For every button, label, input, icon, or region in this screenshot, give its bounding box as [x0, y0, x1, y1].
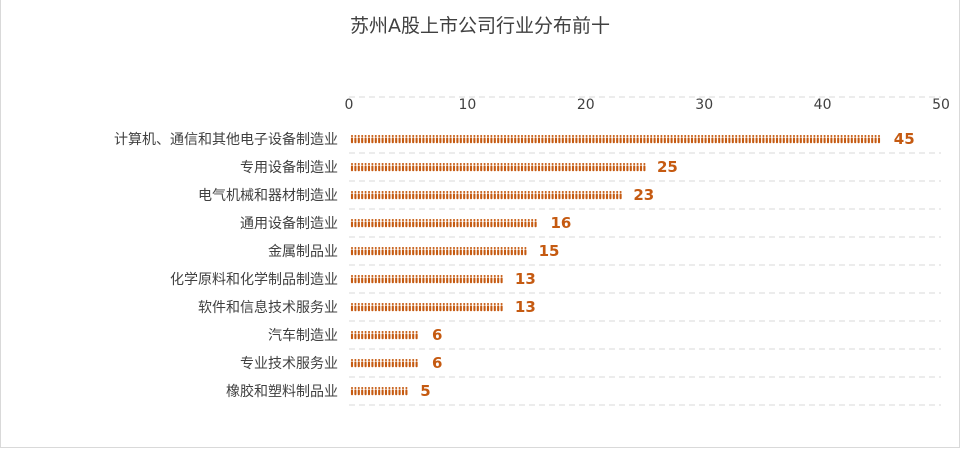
bar: [350, 358, 418, 368]
category-label: 通用设备制造业: [240, 215, 338, 232]
value-label: 5: [420, 382, 430, 400]
category-label: 计算机、通信和其他电子设备制造业: [114, 131, 338, 148]
category-label: 化学原料和化学制品制造业: [170, 272, 338, 288]
bar: [350, 302, 503, 312]
value-label: 16: [550, 214, 571, 232]
category-label: 橡胶和塑料制品业: [226, 383, 338, 400]
category-label: 专用设备制造业: [240, 159, 338, 176]
value-label: 13: [515, 298, 536, 316]
category-label: 软件和信息技术服务业: [198, 299, 338, 316]
bars: [350, 134, 881, 396]
value-label: 15: [539, 242, 560, 260]
chart-title: 苏州A股上市公司行业分布前十: [350, 15, 610, 37]
x-tick-label: 30: [695, 97, 713, 113]
category-label: 电气机械和器材制造业: [198, 188, 338, 204]
bar: [350, 386, 408, 396]
category-label: 汽车制造业: [268, 327, 338, 344]
bar: [350, 134, 881, 144]
x-tick-label: 50: [932, 97, 950, 113]
category-label: 金属制品业: [268, 244, 338, 260]
bar: [350, 218, 537, 228]
value-label: 6: [432, 354, 442, 372]
value-label: 13: [515, 270, 536, 288]
bar: [350, 162, 646, 172]
x-tick-label: 20: [577, 97, 595, 113]
value-label: 25: [657, 158, 678, 176]
bar: [350, 274, 503, 284]
x-axis-ticks: 0 10 20 30 40 50: [345, 97, 950, 113]
bar: [350, 246, 527, 256]
value-label: 23: [633, 186, 654, 204]
x-tick-label: 0: [345, 97, 354, 113]
category-labels: 计算机、通信和其他电子设备制造业专用设备制造业电气机械和器材制造业通用设备制造业…: [114, 131, 338, 400]
gridlines: [349, 96, 941, 406]
x-tick-label: 10: [458, 97, 476, 113]
x-tick-label: 40: [814, 97, 832, 113]
value-label: 6: [432, 326, 442, 344]
category-label: 专业技术服务业: [240, 356, 338, 372]
bar: [350, 330, 418, 340]
bar: [350, 190, 622, 200]
value-label: 45: [894, 130, 915, 148]
